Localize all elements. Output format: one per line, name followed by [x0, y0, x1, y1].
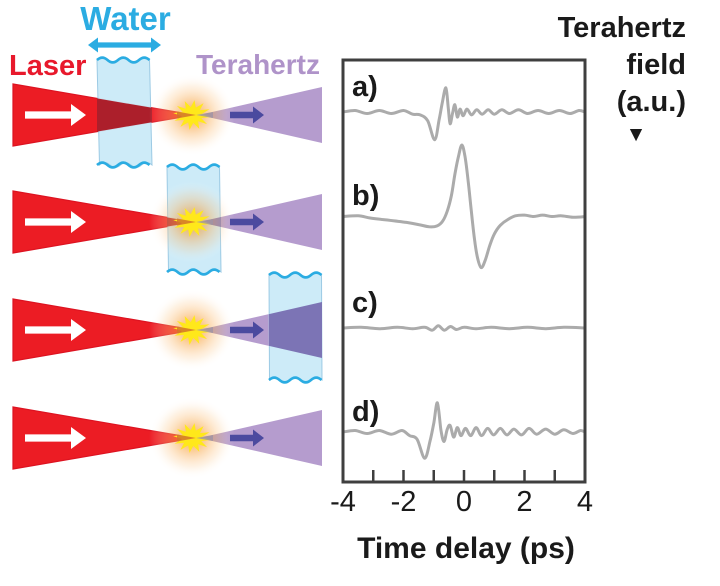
laser-direction-arrow-icon	[25, 211, 86, 233]
water-slide-arrow-icon	[88, 37, 161, 53]
y-axis-label-line1: Terahertz	[557, 12, 686, 44]
x-tick-label: -4	[330, 486, 356, 518]
plot-trace-b	[343, 143, 585, 270]
plot-background	[343, 60, 585, 482]
laser-focus-tip	[177, 218, 196, 226]
x-tick-label: 4	[576, 486, 594, 518]
laser-direction-arrow-icon	[25, 319, 86, 341]
water-film-top-edge	[166, 163, 221, 171]
laser-beam-cone	[12, 298, 195, 362]
setup-row-c	[12, 271, 323, 384]
terahertz-in-water-region	[269, 302, 322, 358]
laser-label: Laser	[9, 50, 87, 82]
plot-trace-a	[343, 86, 585, 142]
terahertz-direction-arrow-icon	[230, 321, 264, 339]
plot-trace-c	[343, 324, 585, 332]
water-film-bottom-edge	[268, 376, 323, 384]
laser-in-water-region	[97, 98, 152, 132]
trace-label-b: b)	[352, 180, 380, 212]
water-film-top-edge	[268, 271, 323, 279]
trace-label-a: a)	[352, 71, 378, 103]
setup-row-d	[12, 397, 322, 479]
terahertz-focus-tip	[196, 327, 213, 333]
trace-label-c: c)	[352, 287, 378, 319]
y-axis-label-line3: (a.u.)	[616, 86, 686, 118]
terahertz-direction-arrow-icon	[230, 106, 264, 124]
terahertz-label: Terahertz	[196, 49, 320, 80]
terahertz-direction-arrow-icon	[230, 213, 264, 231]
terahertz-focus-tip	[196, 112, 213, 118]
x-axis-label: Time delay (ps)	[357, 532, 575, 565]
y-axis-label-line2: field	[626, 49, 686, 81]
laser-direction-arrow-icon	[25, 427, 86, 449]
water-film-top-edge	[96, 56, 151, 64]
y-axis-pointer-icon: ▼	[625, 123, 647, 146]
plot-frame	[341, 58, 587, 484]
setup-row-b	[12, 163, 322, 276]
terahertz-direction-arrow-icon	[230, 429, 264, 447]
laser-focus-tip	[177, 434, 196, 442]
terahertz-focus-tip	[196, 219, 213, 225]
laser-direction-arrow-icon	[25, 104, 86, 126]
terahertz-focus-tip	[196, 435, 213, 441]
y-axis-label: Terahertz field (a.u.)	[500, 10, 686, 121]
x-tick-label: 0	[455, 486, 473, 518]
laser-focus-tip	[177, 111, 196, 119]
plot-trace-d	[343, 401, 585, 460]
setup-row-a	[12, 56, 322, 169]
trace-label-d: d)	[352, 396, 380, 428]
laser-beam-cone	[12, 406, 195, 470]
laser-focus-tip	[177, 326, 196, 334]
water-label: Water	[80, 0, 171, 37]
laser-beam-cone	[12, 190, 195, 254]
x-tick-label: 2	[516, 486, 533, 518]
water-film-bottom-edge	[166, 268, 221, 276]
water-film-bottom-edge	[96, 161, 151, 169]
x-tick-label: -2	[390, 486, 417, 518]
